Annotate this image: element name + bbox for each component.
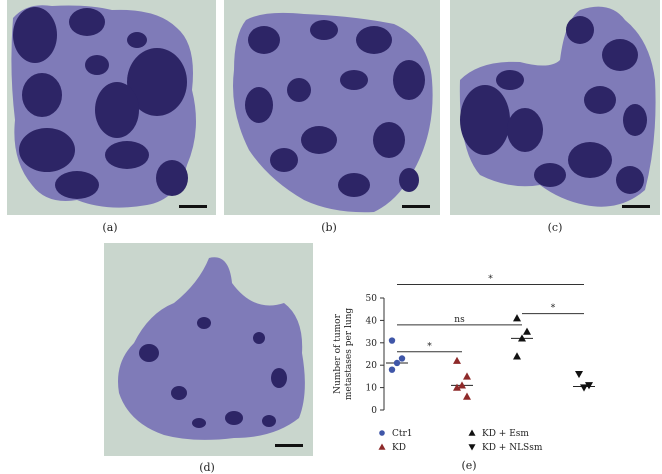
y-axis-label-line: metastases per lung bbox=[344, 308, 354, 401]
data-point bbox=[388, 366, 396, 373]
lung-section-c bbox=[459, 6, 656, 208]
y-tick-label: 0 bbox=[371, 406, 377, 416]
legend-label: Ctr1 bbox=[392, 429, 413, 439]
panel-label-a: (a) bbox=[102, 221, 118, 234]
y-tick-label: 30 bbox=[366, 339, 378, 349]
legend-marker bbox=[468, 444, 476, 451]
y-tick-label: 50 bbox=[366, 294, 378, 304]
data-point bbox=[393, 359, 401, 367]
y-tick-label: 40 bbox=[366, 316, 378, 326]
panel-label-d: (d) bbox=[199, 461, 215, 474]
data-point bbox=[458, 381, 466, 389]
histology-image-a bbox=[7, 0, 216, 215]
data-point bbox=[580, 384, 588, 392]
data-point bbox=[523, 327, 531, 335]
histology-image-d bbox=[104, 243, 313, 456]
data-point bbox=[585, 382, 593, 390]
data-point bbox=[463, 392, 471, 400]
y-tick-label: 20 bbox=[366, 361, 378, 371]
significance-label: * bbox=[488, 275, 493, 285]
histology-image-b bbox=[224, 0, 440, 215]
data-point bbox=[463, 372, 471, 380]
lung-section-b bbox=[233, 12, 433, 213]
panel-label-c: (c) bbox=[547, 221, 563, 234]
legend-label: KD + NLSsm bbox=[482, 443, 543, 453]
histology-image-c bbox=[450, 0, 660, 215]
significance-label: * bbox=[551, 304, 556, 314]
y-tick-label: 10 bbox=[366, 384, 378, 394]
y-axis-label: Number of tumormetastases per lung bbox=[333, 308, 354, 401]
legend-marker bbox=[378, 443, 386, 450]
data-point bbox=[518, 334, 526, 342]
panel-label-b: (b) bbox=[321, 221, 337, 234]
panel-label-e: (e) bbox=[461, 459, 477, 472]
lung-section-d bbox=[118, 257, 305, 447]
data-point bbox=[388, 337, 396, 344]
legend-label: KD bbox=[392, 443, 406, 453]
lung-section-a bbox=[11, 5, 207, 208]
data-point bbox=[453, 356, 461, 364]
significance-label: ns bbox=[454, 315, 465, 325]
legend-marker bbox=[468, 429, 476, 436]
data-point bbox=[575, 370, 583, 379]
y-axis-label-line: Number of tumor bbox=[333, 313, 343, 393]
metastases-scatter-chart: 0 10 20 30 40 50 Number of tumormetastases per… bbox=[333, 275, 595, 453]
significance-label: * bbox=[427, 342, 432, 352]
data-point bbox=[398, 355, 406, 362]
data-point bbox=[513, 352, 521, 360]
data-point bbox=[513, 314, 521, 322]
legend-marker bbox=[379, 430, 385, 436]
legend-label: KD + Esm bbox=[482, 429, 529, 439]
data-point bbox=[453, 383, 461, 391]
